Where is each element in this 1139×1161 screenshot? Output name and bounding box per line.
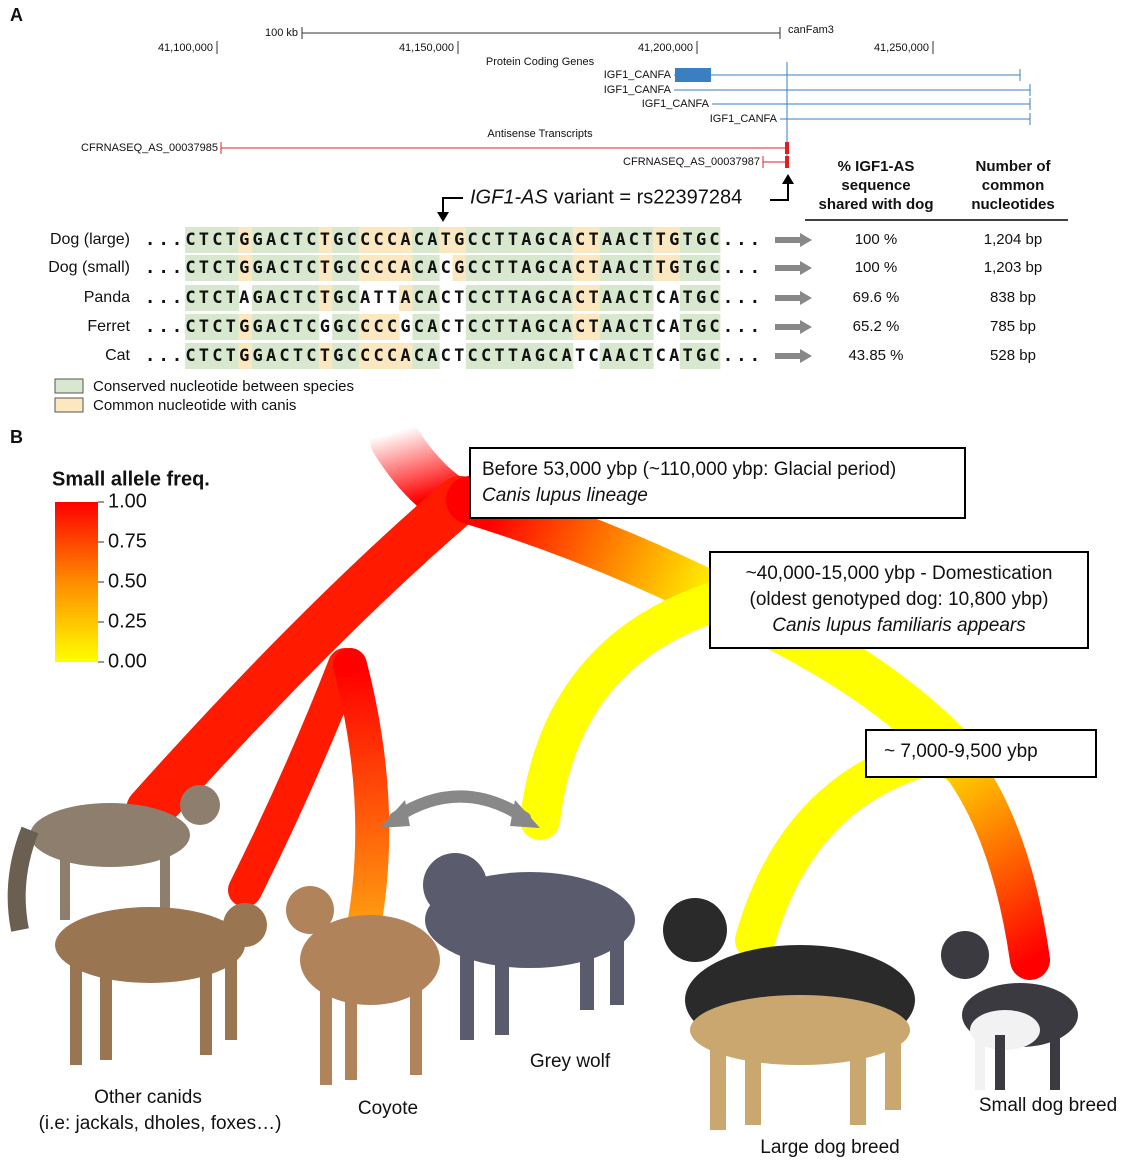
jackal <box>17 785 220 930</box>
gene-label: IGF1_CANFA <box>710 113 778 125</box>
gene-label: IGF1_CANFA <box>604 84 672 96</box>
coord-label: 41,150,000 <box>399 42 454 54</box>
animal-label: Grey wolf <box>530 1051 611 1072</box>
column-header: sequence <box>841 177 910 194</box>
colorbar-label: 1.00 <box>108 490 147 512</box>
event-text: Canis lupus lineage <box>482 485 648 506</box>
gene-flow-arrow <box>395 797 525 819</box>
transcript-label: CFRNASEQ_AS_00037985 <box>81 142 218 154</box>
panel-label: B <box>10 427 23 447</box>
variant-text: variant = rs22397284 <box>554 186 742 208</box>
common-value: 528 bp <box>990 347 1036 364</box>
species-label: Ferret <box>87 318 130 335</box>
coyote <box>286 886 440 1085</box>
locus-arrow <box>770 182 788 200</box>
shared-value: 43.85 % <box>848 347 903 364</box>
column-header: % IGF1-AS <box>838 158 915 175</box>
shared-value: 69.6 % <box>853 289 900 306</box>
variant-gene: IGF1-AS <box>470 186 548 208</box>
legend-label: Conserved nucleotide between species <box>93 378 354 395</box>
column-header: Number of <box>976 158 1052 175</box>
branch-large <box>755 750 950 940</box>
colorbar <box>55 502 98 662</box>
colorbar-label: 0.75 <box>108 530 147 552</box>
colorbar-label: 0.50 <box>108 570 147 592</box>
coord-label: 41,100,000 <box>158 42 213 54</box>
variant-arrow-head <box>437 212 449 222</box>
transcript-exon <box>785 142 789 154</box>
branch-wolf <box>540 600 720 820</box>
species-label: Cat <box>105 347 130 364</box>
transcript-exon <box>785 156 789 168</box>
column-header: shared with dog <box>818 196 933 213</box>
track-title: Antisense Transcripts <box>487 128 593 140</box>
grey-wolf <box>423 853 635 1040</box>
common-value: 838 bp <box>990 289 1036 306</box>
colorbar-label: 0.25 <box>108 610 147 632</box>
animal-label: Other canids <box>94 1087 202 1108</box>
event-text: ~ 7,000-9,500 ybp <box>884 741 1038 762</box>
event-text: (oldest genotyped dog: 10,800 ybp) <box>750 589 1049 610</box>
coord-label: 41,250,000 <box>874 42 929 54</box>
legend-swatch <box>55 379 83 393</box>
panel-label: A <box>10 5 23 25</box>
branch-small <box>950 750 1030 960</box>
column-header: common <box>982 177 1045 194</box>
gene-label: IGF1_CANFA <box>604 69 672 81</box>
species-label: Dog (large) <box>50 231 130 248</box>
common-value: 1,204 bp <box>984 231 1042 248</box>
common-value: 785 bp <box>990 318 1036 335</box>
figure: A 100 kb canFam3 41,100,000 41,150,000 41,200… <box>0 0 1139 1161</box>
species-label: Dog (small) <box>48 259 130 276</box>
gene-exon <box>675 68 711 82</box>
coord-label: 41,200,000 <box>638 42 693 54</box>
animal-label: (i.e: jackals, dholes, foxes…) <box>39 1113 282 1134</box>
variant-arrow <box>443 198 463 214</box>
column-header: nucleotides <box>971 196 1054 213</box>
dhole <box>55 903 267 1065</box>
branch-coyote <box>350 665 372 920</box>
shared-value: 65.2 % <box>853 318 900 335</box>
track-title: Protein Coding Genes <box>486 56 595 68</box>
locus-arrow-head <box>782 174 794 184</box>
shared-value: 100 % <box>855 259 898 276</box>
event-text: ~40,000-15,000 ybp - Domestication <box>746 563 1053 584</box>
legend-swatch <box>55 398 83 412</box>
scale-label: 100 kb <box>265 27 298 39</box>
shared-value: 100 % <box>855 231 898 248</box>
event-text: Canis lupus familiaris appears <box>772 615 1026 636</box>
row-arrow <box>775 291 812 305</box>
colorbar-title: Small allele freq. <box>52 468 210 490</box>
animal-label: Large dog breed <box>760 1137 899 1158</box>
large-dog <box>663 898 915 1130</box>
species-label: Panda <box>84 289 130 306</box>
animal-label: Small dog breed <box>979 1095 1117 1116</box>
colorbar-label: 0.00 <box>108 650 147 672</box>
animal-label: Coyote <box>358 1098 418 1119</box>
assembly: canFam3 <box>788 24 834 36</box>
common-value: 1,203 bp <box>984 259 1042 276</box>
row-arrow <box>775 233 812 247</box>
event-text: Before 53,000 ybp (~110,000 ybp: Glacial… <box>482 459 896 480</box>
transcript-label: CFRNASEQ_AS_00037987 <box>623 156 760 168</box>
gene-label: IGF1_CANFA <box>642 98 710 110</box>
row-arrow <box>775 349 812 363</box>
row-arrow <box>775 261 812 275</box>
legend-label: Common nucleotide with canis <box>93 397 296 414</box>
row-arrow <box>775 320 812 334</box>
